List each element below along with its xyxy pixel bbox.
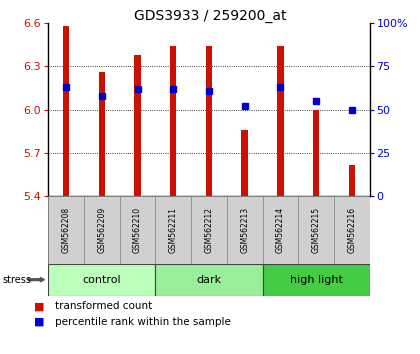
Bar	[134, 55, 141, 196]
Text: transformed count: transformed count	[55, 301, 152, 311]
FancyBboxPatch shape	[262, 196, 298, 264]
Bar	[170, 46, 176, 196]
Text: GSM562208: GSM562208	[62, 207, 71, 253]
Text: dark: dark	[197, 275, 221, 285]
FancyBboxPatch shape	[262, 264, 370, 296]
FancyBboxPatch shape	[48, 196, 84, 264]
Text: GSM562214: GSM562214	[276, 207, 285, 253]
Text: GDS3933 / 259200_at: GDS3933 / 259200_at	[134, 9, 286, 23]
Bar	[99, 72, 105, 196]
FancyBboxPatch shape	[120, 196, 155, 264]
Bar	[313, 110, 319, 196]
FancyBboxPatch shape	[155, 196, 191, 264]
Text: GSM562212: GSM562212	[205, 207, 213, 253]
Text: GSM562210: GSM562210	[133, 207, 142, 253]
Text: percentile rank within the sample: percentile rank within the sample	[55, 317, 231, 327]
FancyBboxPatch shape	[48, 264, 155, 296]
FancyBboxPatch shape	[334, 196, 370, 264]
FancyBboxPatch shape	[298, 196, 334, 264]
Text: ■: ■	[34, 301, 44, 311]
Text: GSM562215: GSM562215	[312, 207, 320, 253]
Text: ■: ■	[34, 317, 44, 327]
Text: GSM562213: GSM562213	[240, 207, 249, 253]
FancyBboxPatch shape	[155, 264, 262, 296]
Bar	[241, 130, 248, 196]
Bar	[63, 26, 69, 196]
Text: GSM562211: GSM562211	[169, 207, 178, 253]
Bar	[277, 46, 284, 196]
Text: high light: high light	[290, 275, 342, 285]
Bar	[349, 165, 355, 196]
Text: stress: stress	[2, 275, 31, 285]
Bar	[206, 46, 212, 196]
Text: GSM562209: GSM562209	[97, 207, 106, 253]
FancyBboxPatch shape	[48, 196, 370, 264]
FancyBboxPatch shape	[227, 196, 262, 264]
Text: GSM562216: GSM562216	[347, 207, 356, 253]
FancyBboxPatch shape	[84, 196, 120, 264]
FancyBboxPatch shape	[191, 196, 227, 264]
Text: control: control	[83, 275, 121, 285]
